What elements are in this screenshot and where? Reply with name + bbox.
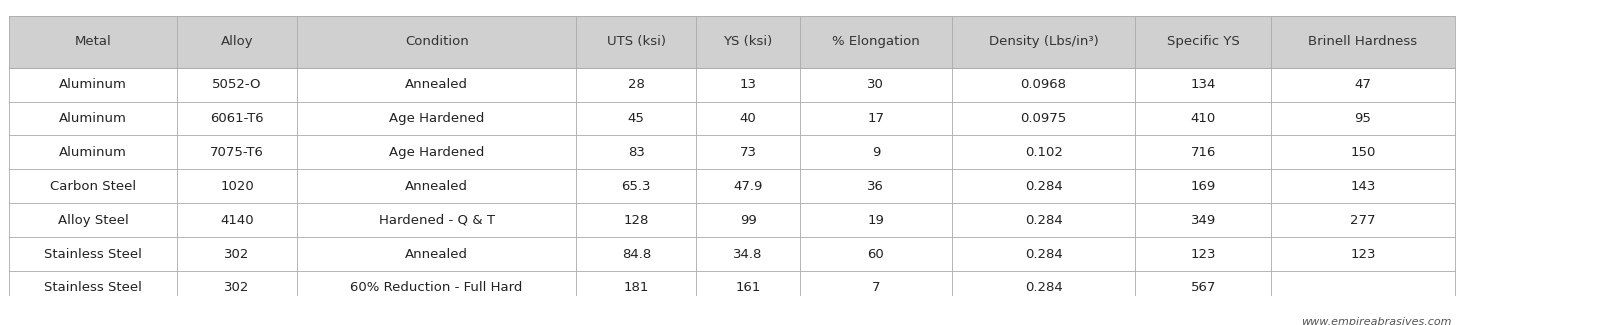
Bar xyxy=(10,203,1454,237)
Text: Specific YS: Specific YS xyxy=(1166,35,1240,48)
Text: www.empireabrasives.com: www.empireabrasives.com xyxy=(1301,317,1451,325)
Bar xyxy=(10,271,1454,305)
Text: 1020: 1020 xyxy=(221,180,254,193)
Text: Annealed: Annealed xyxy=(405,78,469,91)
Text: 95: 95 xyxy=(1355,112,1371,125)
Text: 36: 36 xyxy=(867,180,885,193)
Text: 4140: 4140 xyxy=(221,214,254,227)
Text: 0.284: 0.284 xyxy=(1024,214,1062,227)
Bar xyxy=(10,102,1454,136)
Text: 73: 73 xyxy=(739,146,757,159)
Text: 47: 47 xyxy=(1355,78,1371,91)
Text: 302: 302 xyxy=(224,281,250,294)
Text: Carbon Steel: Carbon Steel xyxy=(50,180,136,193)
Text: Aluminum: Aluminum xyxy=(59,78,126,91)
Text: 277: 277 xyxy=(1350,214,1376,227)
Text: Age Hardened: Age Hardened xyxy=(389,146,485,159)
Text: Alloy Steel: Alloy Steel xyxy=(58,214,128,227)
Text: 0.0975: 0.0975 xyxy=(1021,112,1067,125)
Bar xyxy=(10,169,1454,203)
Text: 7: 7 xyxy=(872,281,880,294)
Text: Annealed: Annealed xyxy=(405,180,469,193)
Text: 83: 83 xyxy=(627,146,645,159)
Text: Hardened - Q & T: Hardened - Q & T xyxy=(379,214,494,227)
Text: 181: 181 xyxy=(624,281,650,294)
Text: 302: 302 xyxy=(224,248,250,261)
Text: Alloy: Alloy xyxy=(221,35,253,48)
Bar xyxy=(10,136,1454,169)
Text: UTS (ksi): UTS (ksi) xyxy=(606,35,666,48)
Text: 161: 161 xyxy=(736,281,760,294)
Text: 716: 716 xyxy=(1190,146,1216,159)
Text: YS (ksi): YS (ksi) xyxy=(723,35,773,48)
Text: 169: 169 xyxy=(1190,180,1216,193)
Text: % Elongation: % Elongation xyxy=(832,35,920,48)
Text: 17: 17 xyxy=(867,112,885,125)
Text: Brinell Hardness: Brinell Hardness xyxy=(1309,35,1418,48)
Text: 143: 143 xyxy=(1350,180,1376,193)
Text: Age Hardened: Age Hardened xyxy=(389,112,485,125)
Text: 0.0968: 0.0968 xyxy=(1021,78,1067,91)
Text: 84.8: 84.8 xyxy=(622,248,651,261)
Text: 7075-T6: 7075-T6 xyxy=(210,146,264,159)
Text: 34.8: 34.8 xyxy=(733,248,763,261)
Text: 60% Reduction - Full Hard: 60% Reduction - Full Hard xyxy=(350,281,523,294)
Text: 349: 349 xyxy=(1190,214,1216,227)
Text: 134: 134 xyxy=(1190,78,1216,91)
Text: 6061-T6: 6061-T6 xyxy=(210,112,264,125)
Bar xyxy=(10,237,1454,271)
Text: 28: 28 xyxy=(627,78,645,91)
Text: 123: 123 xyxy=(1190,248,1216,261)
Text: Aluminum: Aluminum xyxy=(59,112,126,125)
Text: Density (Lbs/in³): Density (Lbs/in³) xyxy=(989,35,1099,48)
Text: 5052-O: 5052-O xyxy=(213,78,262,91)
Text: Metal: Metal xyxy=(75,35,112,48)
Text: 99: 99 xyxy=(739,214,757,227)
Text: 0.284: 0.284 xyxy=(1024,180,1062,193)
Text: 45: 45 xyxy=(627,112,645,125)
Text: 47.9: 47.9 xyxy=(733,180,763,193)
Text: 410: 410 xyxy=(1190,112,1216,125)
Text: Stainless Steel: Stainless Steel xyxy=(45,281,142,294)
Bar xyxy=(10,68,1454,102)
Text: Stainless Steel: Stainless Steel xyxy=(45,248,142,261)
Text: 60: 60 xyxy=(867,248,885,261)
Bar xyxy=(10,16,1454,68)
Text: 567: 567 xyxy=(1190,281,1216,294)
Text: 13: 13 xyxy=(739,78,757,91)
Text: 123: 123 xyxy=(1350,248,1376,261)
Text: 0.284: 0.284 xyxy=(1024,248,1062,261)
Text: 9: 9 xyxy=(872,146,880,159)
Text: 150: 150 xyxy=(1350,146,1376,159)
Text: Aluminum: Aluminum xyxy=(59,146,126,159)
Text: 0.102: 0.102 xyxy=(1024,146,1062,159)
Text: 30: 30 xyxy=(867,78,885,91)
Text: 19: 19 xyxy=(867,214,885,227)
Text: 0.284: 0.284 xyxy=(1024,281,1062,294)
Text: 65.3: 65.3 xyxy=(621,180,651,193)
Text: 128: 128 xyxy=(624,214,650,227)
Text: Condition: Condition xyxy=(405,35,469,48)
Text: 40: 40 xyxy=(739,112,757,125)
Text: Annealed: Annealed xyxy=(405,248,469,261)
